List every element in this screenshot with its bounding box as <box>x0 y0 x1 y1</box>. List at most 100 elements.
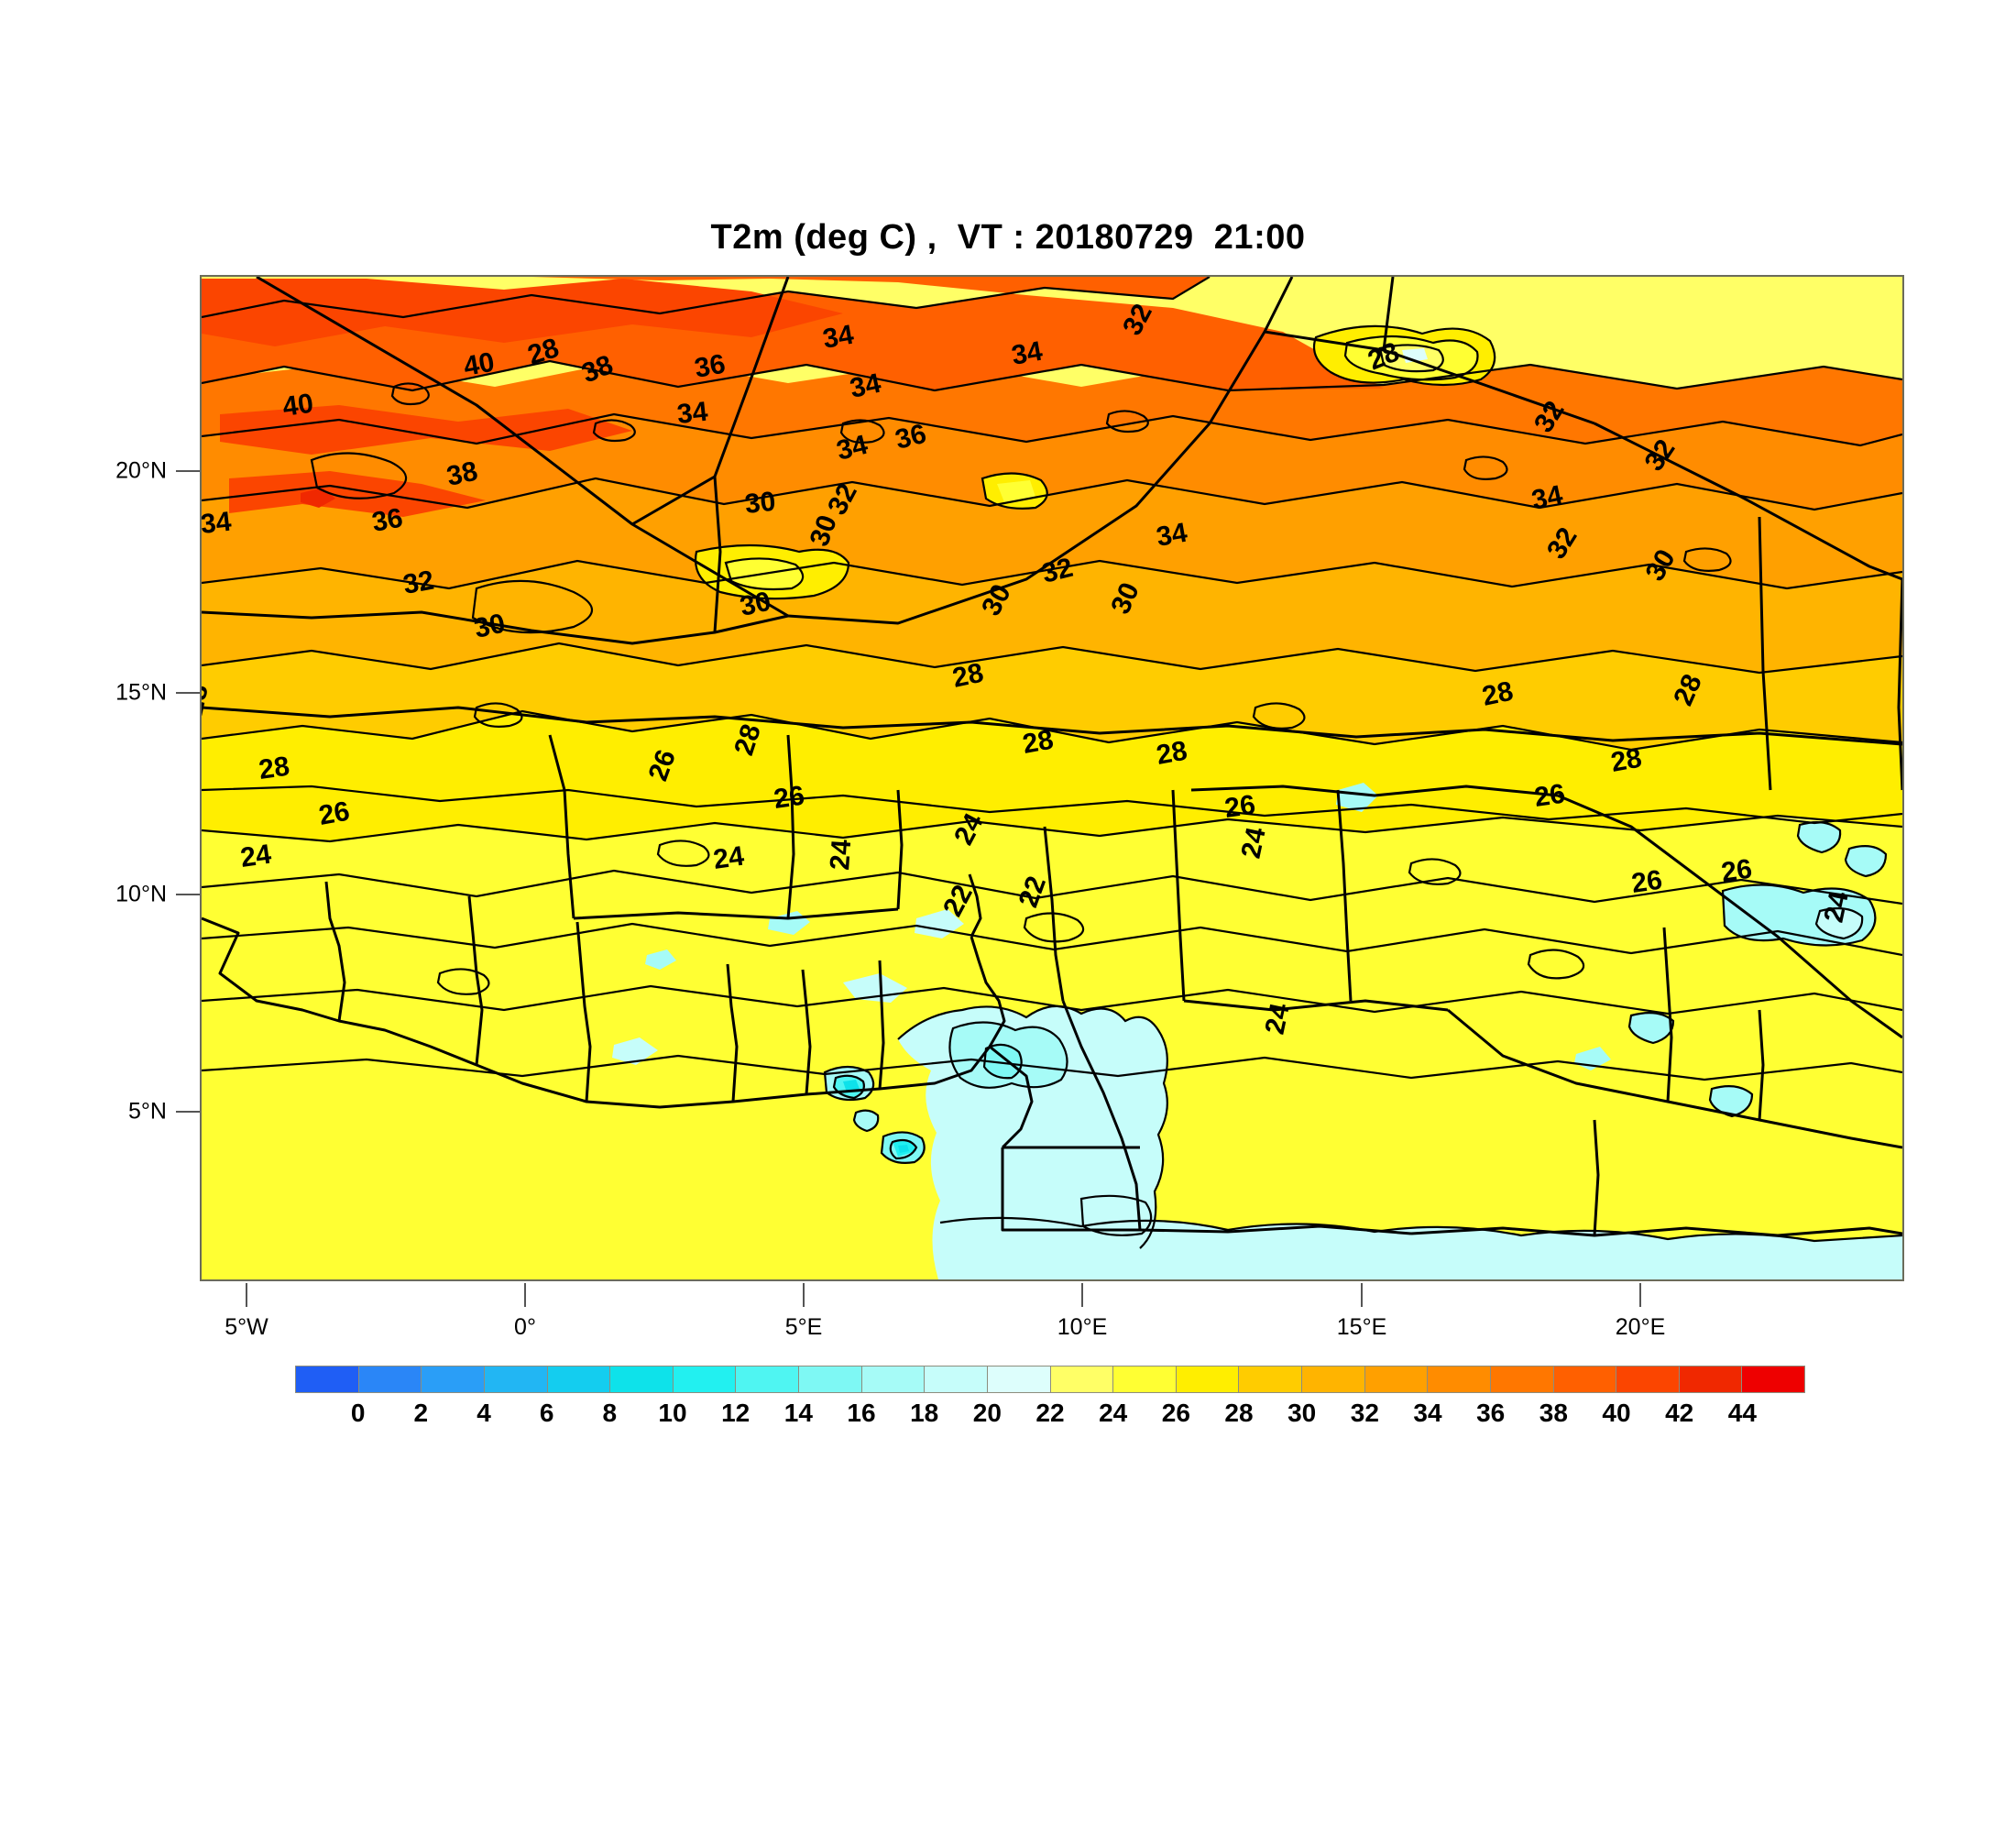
svg-text:24: 24 <box>238 840 273 873</box>
svg-text:30: 30 <box>472 609 509 644</box>
cool-patch-east-a-inner <box>1816 908 1863 938</box>
ytick-line-3 <box>176 1111 200 1113</box>
xtick-label-1: 0° <box>514 1314 536 1340</box>
svg-text:28: 28 <box>1020 725 1056 760</box>
svg-text:32: 32 <box>1039 553 1076 589</box>
xtick-label-0: 5°W <box>225 1314 268 1340</box>
cool-patch-east-d <box>1629 1013 1673 1043</box>
ytick-label-0: 20°N <box>115 457 167 484</box>
colorbar-tick-24: 24 <box>1099 1399 1128 1427</box>
cool-band-south-ocean <box>940 1217 1902 1279</box>
colorbar-swatch-14 <box>1176 1367 1240 1392</box>
band-40-42-b <box>220 405 632 455</box>
colorbar-swatch-23 <box>1742 1367 1804 1392</box>
svg-text:26: 26 <box>1532 779 1567 813</box>
svg-text:26: 26 <box>1719 854 1754 888</box>
svg-text:28: 28 <box>1154 736 1189 771</box>
colorbar-tick-40: 40 <box>1602 1399 1631 1427</box>
colorbar-tick-14: 14 <box>783 1399 813 1427</box>
ytick-label-3: 5°N <box>128 1098 167 1125</box>
svg-text:32: 32 <box>400 565 436 600</box>
colorbar-swatch-7 <box>736 1367 799 1392</box>
svg-text:36: 36 <box>893 419 929 456</box>
lake-chad <box>1336 783 1378 812</box>
ytick-label-1: 15°N <box>115 679 167 706</box>
colorbar-tick-18: 18 <box>910 1399 939 1427</box>
colorbar-tick-44: 44 <box>1727 1399 1757 1427</box>
contour-lines <box>202 277 1902 1249</box>
xtick-line-0 <box>246 1283 247 1307</box>
svg-text:34: 34 <box>1009 336 1045 371</box>
colorbar-swatch-19 <box>1490 1367 1554 1392</box>
xtick-label-4: 15°E <box>1336 1314 1387 1340</box>
colorbar-swatch-3 <box>484 1367 548 1392</box>
colorbar-swatch-9 <box>861 1367 926 1392</box>
colorbar-tick-36: 36 <box>1476 1399 1506 1427</box>
colorbar[interactable] <box>295 1366 1805 1393</box>
svg-text:40: 40 <box>461 347 497 382</box>
colorbar-swatch-11 <box>987 1367 1051 1392</box>
colorbar-tick-30: 30 <box>1287 1399 1317 1427</box>
ytick-line-1 <box>176 692 200 694</box>
svg-text:28: 28 <box>1608 743 1644 778</box>
colorbar-tick-20: 20 <box>972 1399 1002 1427</box>
svg-text:26: 26 <box>1222 790 1257 824</box>
svg-text:30: 30 <box>743 487 777 520</box>
colorbar-tick-26: 26 <box>1161 1399 1190 1427</box>
colorbar-swatch-6 <box>673 1367 737 1392</box>
svg-text:24: 24 <box>1236 825 1272 862</box>
xtick-line-3 <box>1081 1283 1083 1307</box>
svg-text:34: 34 <box>834 430 871 466</box>
colorbar-tick-2: 2 <box>413 1399 429 1427</box>
colorbar-tick-22: 22 <box>1035 1399 1065 1427</box>
colorbar-swatch-10 <box>925 1367 988 1392</box>
colorbar-tick-10: 10 <box>658 1399 687 1427</box>
country-borders <box>202 277 1902 1237</box>
cool-patch-22-b <box>612 1037 658 1065</box>
colorbar-swatch-15 <box>1239 1367 1302 1392</box>
xtick-line-1 <box>524 1283 526 1307</box>
svg-text:34: 34 <box>1154 518 1189 553</box>
colorbar-swatch-16 <box>1302 1367 1365 1392</box>
cool-patch-east-e <box>1710 1086 1752 1116</box>
svg-text:34: 34 <box>848 368 884 404</box>
svg-text:38: 38 <box>444 456 481 492</box>
colorbar-swatch-8 <box>799 1367 862 1392</box>
svg-text:34: 34 <box>1529 480 1566 516</box>
svg-text:24: 24 <box>825 839 857 872</box>
colorbar-tick-34: 34 <box>1413 1399 1442 1427</box>
cool-patch-east-c <box>1846 846 1886 876</box>
xtick-label-2: 5°E <box>784 1314 823 1340</box>
xtick-line-4 <box>1361 1283 1363 1307</box>
colorbar-tick-32: 32 <box>1350 1399 1379 1427</box>
colorbar-swatch-13 <box>1113 1367 1177 1392</box>
ytick-line-0 <box>176 470 200 472</box>
svg-text:26: 26 <box>316 796 352 831</box>
colorbar-tick-12: 12 <box>721 1399 751 1427</box>
colorbar-swatch-5 <box>610 1367 674 1392</box>
band-40-42 <box>202 279 843 346</box>
colorbar-swatch-1 <box>358 1367 422 1392</box>
xtick-line-5 <box>1639 1283 1641 1307</box>
map-plot-area: 40 40 38 38 36 36 36 34 34 34 34 34 34 3… <box>200 275 1904 1281</box>
cool-patch-congo-a <box>1081 1195 1152 1235</box>
cool-core-20a <box>984 1044 1022 1079</box>
colorbar-swatch-2 <box>422 1367 485 1392</box>
xtick-label-5: 20°E <box>1615 1314 1666 1340</box>
xtick-line-2 <box>803 1283 805 1307</box>
colorbar-swatch-20 <box>1553 1367 1617 1392</box>
band-40-42-c <box>229 471 486 517</box>
colorbar-tick-38: 38 <box>1539 1399 1568 1427</box>
colorbar-swatch-21 <box>1616 1367 1680 1392</box>
colorbar-tick-0: 0 <box>350 1399 366 1427</box>
svg-text:24: 24 <box>1819 889 1855 926</box>
colorbar-tick-42: 42 <box>1665 1399 1694 1427</box>
svg-text:36: 36 <box>692 349 728 384</box>
colorbar-tick-6: 6 <box>539 1399 554 1427</box>
cool-patch-east-b <box>1798 822 1841 852</box>
cool-core-mt-b-peak <box>898 1145 909 1153</box>
xtick-label-3: 10°E <box>1057 1314 1108 1340</box>
page-title: T2m (deg C) , VT : 20180729 21:00 <box>710 218 1306 257</box>
cool-core-mt-c <box>854 1110 879 1131</box>
svg-text:30: 30 <box>738 587 774 622</box>
